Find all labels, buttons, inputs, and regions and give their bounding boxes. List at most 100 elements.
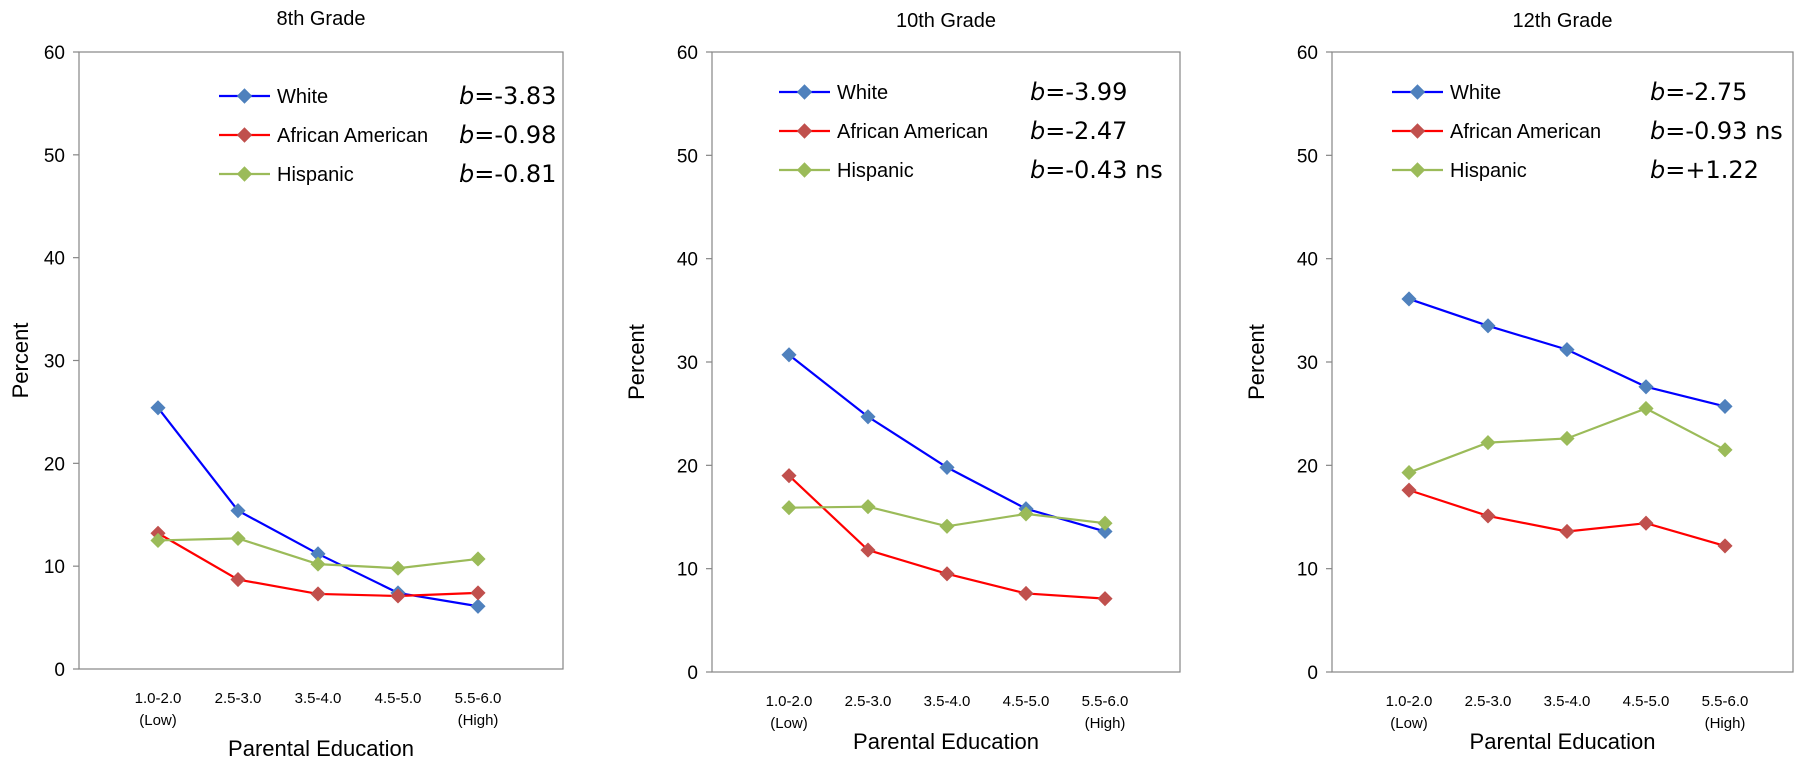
series-white (150, 400, 486, 614)
x-tick-sublabel: (High) (458, 712, 499, 729)
series-white (781, 347, 1113, 540)
x-tick-label: 4.5-5.0 (375, 690, 422, 707)
y-tick-label: 10 (677, 560, 698, 581)
legend-label: White (277, 86, 328, 108)
legend-label: African American (277, 125, 428, 147)
data-point (939, 566, 955, 582)
x-tick-label: 4.5-5.0 (1003, 693, 1050, 710)
x-tick-sublabel: (High) (1705, 715, 1746, 732)
coefficient-value: =-3.83 (474, 82, 556, 110)
data-point (230, 530, 246, 546)
y-tick-label: 20 (44, 454, 65, 475)
series-white (1401, 291, 1733, 414)
x-tick-label: 5.5-6.0 (1082, 693, 1129, 710)
coefficient-value: =-3.99 (1045, 78, 1127, 106)
y-tick-label: 0 (54, 660, 65, 681)
chart-panel-3: 12th Grade 0 10 20 30 40 50 60 1.0-2.0 (Low) 2.5-3… (1244, 10, 1794, 754)
x-tick-label: 2.5-3.0 (1465, 693, 1512, 710)
data-point (939, 518, 955, 534)
legend-label: White (837, 82, 888, 104)
coefficient-annotation: b=-3.83 (459, 82, 556, 110)
data-point (1480, 508, 1496, 524)
legend-marker (1409, 84, 1426, 100)
data-point (1018, 585, 1034, 602)
x-tick-label: 3.5-4.0 (924, 693, 971, 710)
coefficient-symbol: b (1650, 78, 1665, 106)
y-tick-label: 60 (677, 43, 698, 64)
legend-label: White (1450, 82, 1501, 104)
data-point (781, 347, 797, 363)
y-tick-label: 30 (44, 352, 65, 373)
legend-label: African American (1450, 121, 1601, 143)
coefficient-value: =+1.22 (1665, 156, 1759, 184)
coefficient-value: =-2.75 (1665, 78, 1747, 106)
chart-panel-2: 10th Grade 0 10 20 30 40 50 60 1.0-2.0 (Low) 2.5-3… (624, 10, 1181, 754)
legend-label: Hispanic (277, 164, 354, 186)
legend-label: Hispanic (837, 160, 914, 182)
chart-panel-1: 8th Grade 0 10 20 30 40 50 60 1.0-2.0 (Low) 2.5-3.… (8, 8, 564, 761)
data-point (1097, 523, 1113, 540)
coefficient-value: =-0.93 ns (1665, 117, 1783, 145)
y-tick-label: 60 (44, 43, 65, 64)
series-hispanic (781, 499, 1113, 534)
plot-area (1331, 51, 1794, 673)
legend-marker (236, 166, 253, 182)
x-tick-label: 5.5-6.0 (455, 690, 502, 707)
data-point (1717, 398, 1733, 414)
data-point (1559, 342, 1575, 358)
y-tick-label: 50 (1297, 146, 1318, 167)
data-point (310, 556, 326, 572)
x-axis-title: Parental Education (853, 729, 1039, 754)
data-point (1717, 538, 1733, 554)
coefficient-value: =-2.47 (1045, 117, 1127, 145)
data-point (781, 500, 797, 516)
legend-marker (1409, 123, 1426, 139)
coefficient-annotation: b=-2.47 (1030, 117, 1127, 145)
data-point (150, 532, 166, 549)
x-tick-label: 1.0-2.0 (1386, 693, 1433, 710)
coefficient-annotation: b=-0.93 ns (1650, 117, 1783, 145)
data-point (781, 468, 797, 484)
coefficient-symbol: b (1030, 78, 1045, 106)
data-point (390, 560, 406, 576)
series-hispanic (1401, 400, 1733, 481)
data-point (470, 551, 486, 567)
y-tick-label: 10 (44, 557, 65, 578)
x-tick-sublabel: (High) (1085, 715, 1126, 732)
legend-marker (796, 84, 813, 100)
series-line (788, 353, 1106, 533)
data-point (470, 598, 486, 614)
data-point (1559, 523, 1575, 540)
x-tick-label: 3.5-4.0 (295, 690, 342, 707)
x-tick-label: 2.5-3.0 (845, 693, 892, 710)
y-tick-label: 30 (1297, 353, 1318, 374)
chart-title: 12th Grade (1512, 10, 1612, 32)
x-tick-label: 1.0-2.0 (766, 693, 813, 710)
x-tick-label: 4.5-5.0 (1623, 693, 1670, 710)
legend-marker (796, 162, 813, 178)
y-tick-label: 50 (677, 146, 698, 167)
y-tick-label: 50 (44, 146, 65, 167)
legend-marker (236, 88, 253, 104)
chart-title: 8th Grade (277, 8, 366, 30)
y-tick-label: 0 (687, 663, 698, 684)
data-point (1559, 430, 1575, 447)
legend-marker (1409, 162, 1426, 178)
coefficient-symbol: b (459, 121, 474, 149)
x-tick-label: 3.5-4.0 (1544, 693, 1591, 710)
legend-marker (796, 123, 813, 139)
data-point (310, 586, 326, 602)
y-tick-label: 20 (677, 456, 698, 477)
data-point (860, 499, 876, 515)
data-point (1401, 482, 1417, 498)
x-tick-label: 2.5-3.0 (215, 690, 262, 707)
data-point (230, 503, 246, 519)
data-point (470, 585, 486, 601)
data-point (1401, 291, 1417, 307)
chart-title: 10th Grade (896, 10, 996, 32)
coefficient-annotation: b=-2.75 (1650, 78, 1747, 106)
coefficient-symbol: b (1650, 156, 1665, 184)
y-tick-label: 30 (677, 353, 698, 374)
y-tick-label: 40 (44, 249, 65, 270)
